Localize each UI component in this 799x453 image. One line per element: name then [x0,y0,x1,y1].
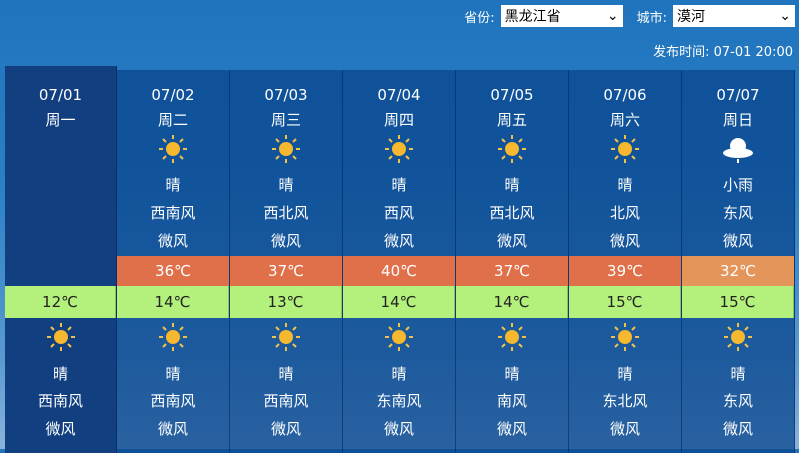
date: 07/01 [38,86,83,104]
night-wind-direction: 西南风 [150,392,196,410]
day-column: 07/02 周二晴西南风 微风 36℃ 14℃ 晴西南风 微风 [117,70,230,453]
sun-icon [495,134,529,164]
day-weather: 晴 [278,176,294,194]
night-weather: 晴 [165,365,181,383]
province-select[interactable]: 黑龙江省 ⌄ [500,5,623,27]
date: 07/04 [377,86,421,104]
night-weather: 晴 [278,365,294,383]
day-column: 07/04 周四晴西风 微风 40℃ 14℃ 晴东南风 微风 [343,70,456,453]
day-column: 07/01 周一 12℃ 晴西南风微风 [5,66,117,453]
day-column: 07/03 周三晴西北风 微风 37℃ 13℃ 晴西南风 微风 [230,70,343,453]
high-temp: 36℃ [117,256,229,287]
low-temp: 14℃ [117,286,229,318]
weekday: 周六 [609,111,640,129]
chevron-down-icon: ⌄ [779,8,791,24]
day-wind-level: 微风 [157,232,188,250]
sun-icon [721,322,755,352]
city-label: 城市: [636,10,667,26]
night-wind-level: 微风 [609,420,640,438]
low-temp: 15℃ [569,286,681,318]
night-wind-level: 微风 [45,420,76,438]
weekday: 周日 [722,111,753,129]
night-wind-level: 微风 [496,420,527,438]
weekday: 周五 [496,111,527,129]
night-weather: 晴 [617,365,633,383]
province-label: 省份: [464,10,495,26]
date: 07/03 [264,86,308,104]
night-wind-direction: 南风 [496,392,527,410]
day-column: 07/07 周日 小雨 东风 微风 32℃ 15℃ 晴东风 微风 [682,70,795,453]
sun-icon [382,322,416,352]
night-wind-direction: 西南风 [263,392,309,410]
day-weather: 小雨 [722,176,753,194]
sun-icon [382,134,416,164]
day-weather: 晴 [391,176,407,194]
low-temp: 14℃ [456,286,568,318]
date: 07/02 [151,86,195,104]
weekday: 周二 [157,111,188,129]
day-weather: 晴 [617,176,633,194]
sun-icon [269,134,303,164]
city-value: 漠河 [677,9,705,25]
sun-icon [495,322,529,352]
publish-value: 07-01 20:00 [713,45,793,60]
location-bar: 省份: 黑龙江省 ⌄ 城市: 漠河 ⌄ [450,5,795,27]
chevron-down-icon: ⌄ [606,8,619,24]
publish-label: 发布时间: [653,45,710,60]
night-wind-direction: 东北风 [602,392,648,410]
weekday: 周四 [383,111,414,129]
sun-icon [44,322,78,352]
day-wind-level: 微风 [722,232,753,250]
sun-icon [156,322,190,352]
light-rain-icon [721,134,755,164]
weekday: 周三 [270,111,301,129]
sun-icon [608,134,642,164]
day-wind-level: 微风 [609,232,640,250]
night-wind-level: 微风 [270,420,301,438]
night-wind-level: 微风 [383,420,414,438]
night-wind-direction: 西南风 [37,392,83,410]
day-wind-direction: 西南风 [150,204,196,222]
day-wind-direction: 西北风 [489,204,535,222]
day-wind-direction: 东风 [722,204,753,222]
day-wind-direction: 西北风 [263,204,309,222]
day-wind-level: 微风 [383,232,414,250]
night-wind-direction: 东南风 [376,392,422,410]
day-weather: 晴 [165,176,181,194]
low-temp: 14℃ [343,286,455,318]
high-temp: 37℃ [456,256,568,287]
low-temp: 15℃ [682,286,794,318]
publish-time: 发布时间: 07-01 20:00 [653,41,793,60]
day-wind-level: 微风 [270,232,301,250]
high-temp: 32℃ [682,256,794,287]
day-column: 07/06 周六晴北风 微风 39℃ 15℃ 晴东北风 微风 [569,70,682,453]
day-column: 07/05 周五晴西北风 微风 37℃ 14℃ 晴南风 微风 [456,70,569,453]
night-weather: 晴 [391,365,407,383]
night-wind-level: 微风 [722,420,753,438]
day-weather: 晴 [504,176,520,194]
night-wind-direction: 东风 [722,392,753,410]
night-weather: 晴 [504,365,520,383]
sun-icon [269,322,303,352]
sun-icon [156,134,190,164]
date: 07/05 [490,86,534,104]
high-temp: 37℃ [230,256,342,287]
province-value: 黑龙江省 [504,9,561,25]
night-wind-level: 微风 [157,420,188,438]
weekday: 周一 [45,111,76,129]
day-wind-direction: 西风 [383,204,414,222]
day-wind-direction: 北风 [609,204,640,222]
high-temp: 39℃ [569,256,681,287]
sun-icon [608,322,642,352]
date: 07/06 [603,86,647,104]
date: 07/07 [716,86,760,104]
night-weather: 晴 [52,365,68,383]
high-temp: 40℃ [343,256,455,287]
low-temp: 13℃ [230,286,342,318]
forecast-grid: 07/01 周一 12℃ 晴西南风 微风 07/02 周二晴西南风 微风 36℃ 14℃ 晴西南风微… [5,66,795,453]
night-weather: 晴 [730,365,746,383]
low-temp: 12℃ [5,286,116,318]
city-select[interactable]: 漠河 ⌄ [673,5,795,27]
day-wind-level: 微风 [496,232,527,250]
